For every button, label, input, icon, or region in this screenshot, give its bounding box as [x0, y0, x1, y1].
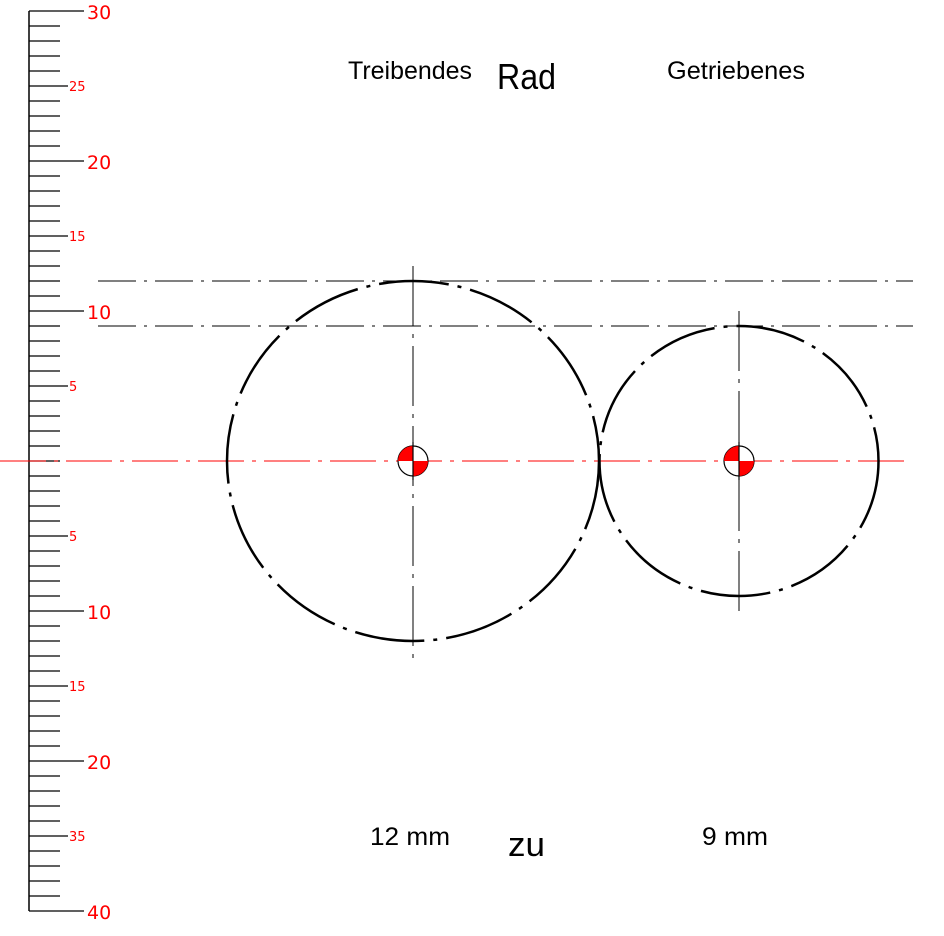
guide-lines [0, 280, 913, 462]
footer-center: zu [508, 826, 545, 864]
ruler-label: 40 [87, 902, 111, 924]
pitch-circle-driven [598, 324, 880, 598]
title-left: Treibendes [348, 57, 472, 85]
ruler-label: 10 [87, 302, 111, 324]
center-mark-quadrant [739, 461, 754, 476]
ruler-label: 10 [87, 602, 111, 624]
center-mark-icon [397, 442, 429, 480]
center-mark-icon [723, 442, 755, 480]
ruler: 30 25 20 15 10 5 5 10 15 20 35 40 [28, 2, 111, 924]
footer-right: 9 mm [702, 823, 768, 851]
ruler-label: 20 [87, 152, 111, 174]
ruler-label: 5 [69, 380, 77, 395]
ruler-label: 35 [69, 830, 86, 845]
center-mark-quadrant [413, 461, 428, 476]
ruler-label: 20 [87, 752, 111, 774]
center-mark-quadrant [724, 446, 739, 461]
center-mark-quadrant [398, 446, 413, 461]
ruler-label: 15 [69, 230, 86, 245]
title-center: Rad [497, 56, 556, 97]
footer-left: 12 mm [370, 823, 450, 851]
title-right: Getriebenes [667, 57, 805, 85]
ruler-label: 30 [87, 2, 111, 24]
ruler-label: 25 [69, 80, 86, 95]
wheels [225, 266, 880, 661]
ruler-label: 15 [69, 680, 86, 695]
ruler-label: 5 [69, 530, 77, 545]
